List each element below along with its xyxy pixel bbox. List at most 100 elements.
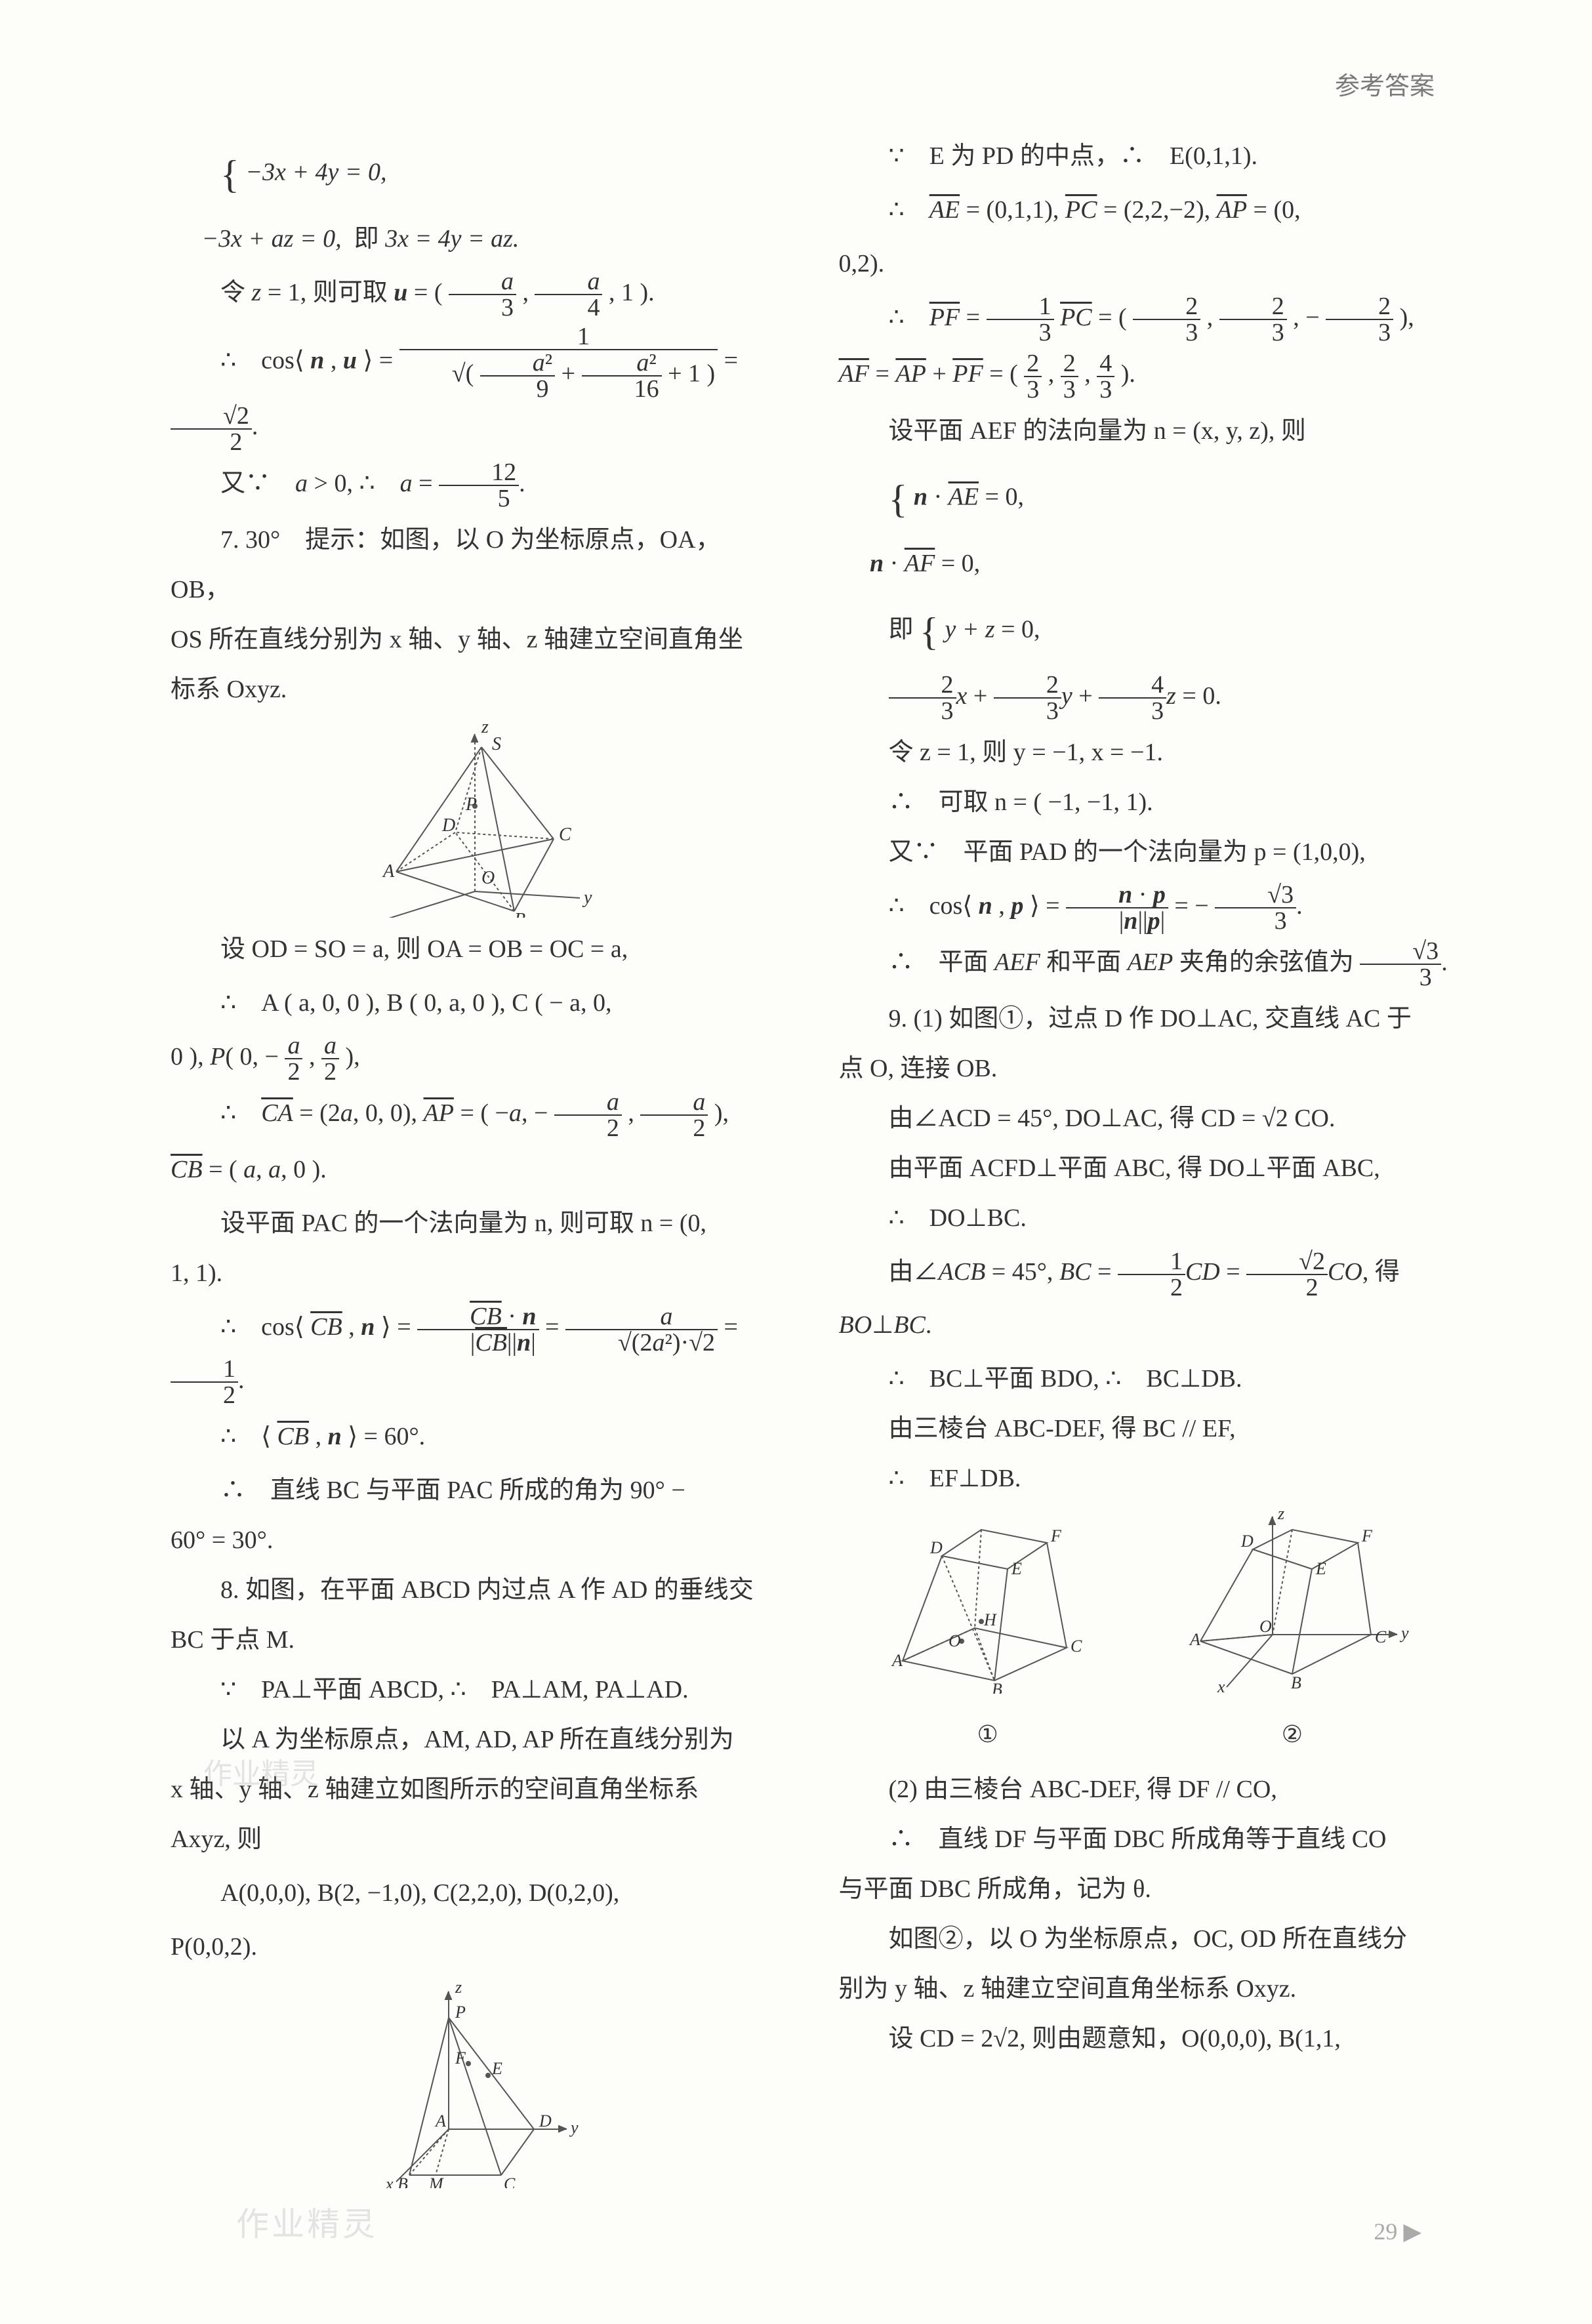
p9c: 由∠ACD = 45°, DO⊥AC, 得 CD = √2 CO. [839, 1093, 1448, 1143]
fig4-num: ② [1174, 1711, 1410, 1758]
right-column: ∵ E 为 PD 的中点，∴ E(0,1,1). ∴ AE = (0,1,1),… [839, 131, 1448, 2245]
fig3-F: F [1050, 1526, 1062, 1545]
p7d: 设 OD = SO = a, 则 OA = OB = OC = a, [171, 924, 780, 974]
fig1-B: B [514, 910, 525, 918]
p8c: ∵ PA⊥平面 ABCD, ∴ PA⊥AM, PA⊥AD. [171, 1665, 780, 1715]
fig4-A: A [1189, 1630, 1200, 1649]
p9a: 9. (1) 如图①，过点 D 作 DO⊥AC, 交直线 AC 于 [839, 994, 1448, 1044]
fig1-x: x [364, 914, 373, 918]
p9k: ∴ 直线 DF 与平面 DBC 所成角等于直线 CO [839, 1814, 1448, 1864]
r3: 0,2). [839, 239, 1448, 289]
fig4-z: z [1277, 1510, 1284, 1523]
fig1-z: z [481, 721, 489, 737]
fig3-C: C [1071, 1637, 1082, 1656]
page-number: 29 ▶ [1374, 2218, 1421, 2245]
p7m: ∴ 直线 BC 与平面 PAC 所成的角为 90° − [171, 1465, 780, 1515]
r9-r10: 即 { y + z = 0, 23x + 23y + 43z = 0. [839, 592, 1448, 724]
fig2-B: B [398, 2174, 408, 2188]
fig3-H: H [983, 1610, 997, 1629]
fig2-x: x [385, 2174, 394, 2188]
fig3-B: B [992, 1680, 1002, 1694]
r1: ∵ E 为 PD 的中点，∴ E(0,1,1). [839, 131, 1448, 181]
fig1-A: A [382, 861, 395, 882]
fig2-A: A [434, 2111, 446, 2130]
figure-4-wrap: z A B C D E F O x y ② [1174, 1510, 1410, 1758]
fig3-E: E [1011, 1559, 1022, 1578]
r12: ∴ 可取 n = ( −1, −1, 1). [839, 777, 1448, 827]
r6: 设平面 AEF 的法向量为 n = (x, y, z), 则 [839, 406, 1448, 456]
fig3-D: D [929, 1538, 943, 1557]
r13: 又∵ 平面 PAD 的一个法向量为 p = (1,0,0), [839, 827, 1448, 877]
p7i: 设平面 PAC 的一个法向量为 n, 则可取 n = (0, [171, 1198, 780, 1248]
p9h: 由三棱台 ABC-DEF, 得 BC // EF, [839, 1404, 1448, 1454]
fig3-A: A [891, 1651, 903, 1670]
fig1-O: O [481, 868, 495, 888]
p7f: 0 ), P( 0, − a2 , a2 ), [171, 1032, 780, 1084]
r11: 令 z = 1, 则 y = −1, x = −1. [839, 727, 1448, 777]
p7-line2: OS 所在直线分别为 x 轴、y 轴、z 轴建立空间直角坐 [171, 615, 780, 664]
figure-2: z P A B C D E F M x y [171, 1978, 780, 2188]
p9b: 点 O, 连接 OB. [839, 1044, 1448, 1093]
page: 参考答案 { −3x + 4y = 0, −3x + az = 0, 即 3x … [0, 0, 1592, 2324]
fig1-P: P [465, 794, 477, 815]
fig2-P: P [455, 2003, 466, 2022]
r2: ∴ AE = (0,1,1), PC = (2,2,−2), AP = (0, [839, 185, 1448, 235]
fig1-C: C [559, 825, 571, 845]
r4: ∴ PF = 13 PC = ( 23 , 23 , − 23 ), [839, 293, 1448, 345]
fig3-num: ① [876, 1711, 1099, 1758]
p7l: ∴ ⟨ CB , n ⟩ = 60°. [171, 1412, 780, 1461]
fig4-E: E [1315, 1559, 1326, 1578]
p9n: 别为 y 轴、z 轴建立空间直角坐标系 Oxyz. [839, 1964, 1448, 2014]
p7e: ∴ A ( a, 0, 0 ), B ( 0, a, 0 ), C ( − a,… [171, 978, 780, 1028]
left-column: { −3x + 4y = 0, −3x + az = 0, 即 3x = 4y … [171, 131, 780, 2245]
p7-line3: 标系 Oxyz. [171, 664, 780, 714]
fig2-E: E [491, 2059, 502, 2078]
p9d: 由平面 ACFD⊥平面 ABC, 得 DO⊥平面 ABC, [839, 1143, 1448, 1193]
fig4-x: x [1217, 1677, 1225, 1694]
fig4-C: C [1375, 1627, 1387, 1646]
fig2-M: M [428, 2174, 444, 2188]
fig2-y: y [569, 2118, 579, 2137]
p7n: 60° = 30°. [171, 1515, 780, 1565]
fig2-F: F [455, 2049, 466, 2068]
content-columns: { −3x + 4y = 0, −3x + az = 0, 即 3x = 4y … [171, 131, 1448, 2245]
figure-3-wrap: A B C D E F H O ① [876, 1510, 1099, 1758]
p9i: ∴ EF⊥DB. [839, 1454, 1448, 1503]
header-title: 参考答案 [1335, 66, 1435, 102]
p9f: 由∠ACB = 45°, BC = 12CD = √22CO, 得 BO⊥BC. [839, 1247, 1448, 1349]
p9m: 如图②，以 O 为坐标原点，OC, OD 所在直线分 [839, 1914, 1448, 1964]
r7-r8: { n · AE = 0, n · AF = 0, [839, 460, 1448, 588]
line-l4: ∴ cos⟨ n , u ⟩ = 1 √( a²9 + a²16 + 1 ) =… [171, 324, 780, 454]
p8a: 8. 如图，在平面 ABCD 内过点 A 作 AD 的垂线交 [171, 1565, 780, 1615]
fig3-O: O [949, 1631, 961, 1650]
p7-line1: 7. 30° 提示：如图，以 O 为坐标原点，OA，OB， [171, 515, 780, 615]
p9l: 与平面 DBC 所成角，记为 θ. [839, 1864, 1448, 1914]
p9j: (2) 由三棱台 ABC-DEF, 得 DF // CO, [839, 1764, 1448, 1814]
p9o: 设 CD = 2√2, 则由题意知，O(0,0,0), B(1,1, [839, 2014, 1448, 2064]
fig4-O: O [1259, 1617, 1272, 1636]
fig2-D: D [539, 2111, 552, 2130]
fig1-D: D [441, 815, 455, 836]
watermark-mid: 作业精灵 [203, 1750, 319, 1792]
fig4-y: y [1399, 1623, 1409, 1642]
fig4-D: D [1240, 1532, 1254, 1551]
p9g: ∴ BC⊥平面 BDO, ∴ BC⊥DB. [839, 1354, 1448, 1404]
fig2-C: C [504, 2174, 516, 2188]
p8b: BC 于点 M. [171, 1615, 780, 1665]
fig1-y: y [582, 887, 592, 908]
p7j: 1, 1). [171, 1248, 780, 1298]
fig1-S: S [492, 734, 501, 754]
line-l5: 又∵ a > 0, ∴ a = 125. [171, 459, 780, 511]
p8h: P(0,0,2). [171, 1922, 780, 1972]
p9e: ∴ DO⊥BC. [839, 1193, 1448, 1243]
fig4-F: F [1361, 1526, 1373, 1545]
r5: AF = AP + PF = ( 23 , 23 , 43 ). [839, 349, 1448, 401]
figure-1: z S A B C D O P x y [171, 721, 780, 918]
r14: ∴ cos⟨ n , p ⟩ = n · p |n||p| = − √33. [839, 881, 1448, 933]
figure-pair: A B C D E F H O ① [839, 1510, 1448, 1758]
fig4-B: B [1291, 1673, 1301, 1692]
line-l3: 令 z = 1, 则可取 u = ( a3 , a4 , 1 ). [171, 268, 780, 320]
eq-system-1: { −3x + 4y = 0, −3x + az = 0, 即 3x = 4y … [171, 135, 780, 264]
fig2-z: z [455, 1978, 462, 1997]
p7k: ∴ cos⟨ CB , n ⟩ = CB · n |CB||n| = a √(2… [171, 1302, 780, 1408]
